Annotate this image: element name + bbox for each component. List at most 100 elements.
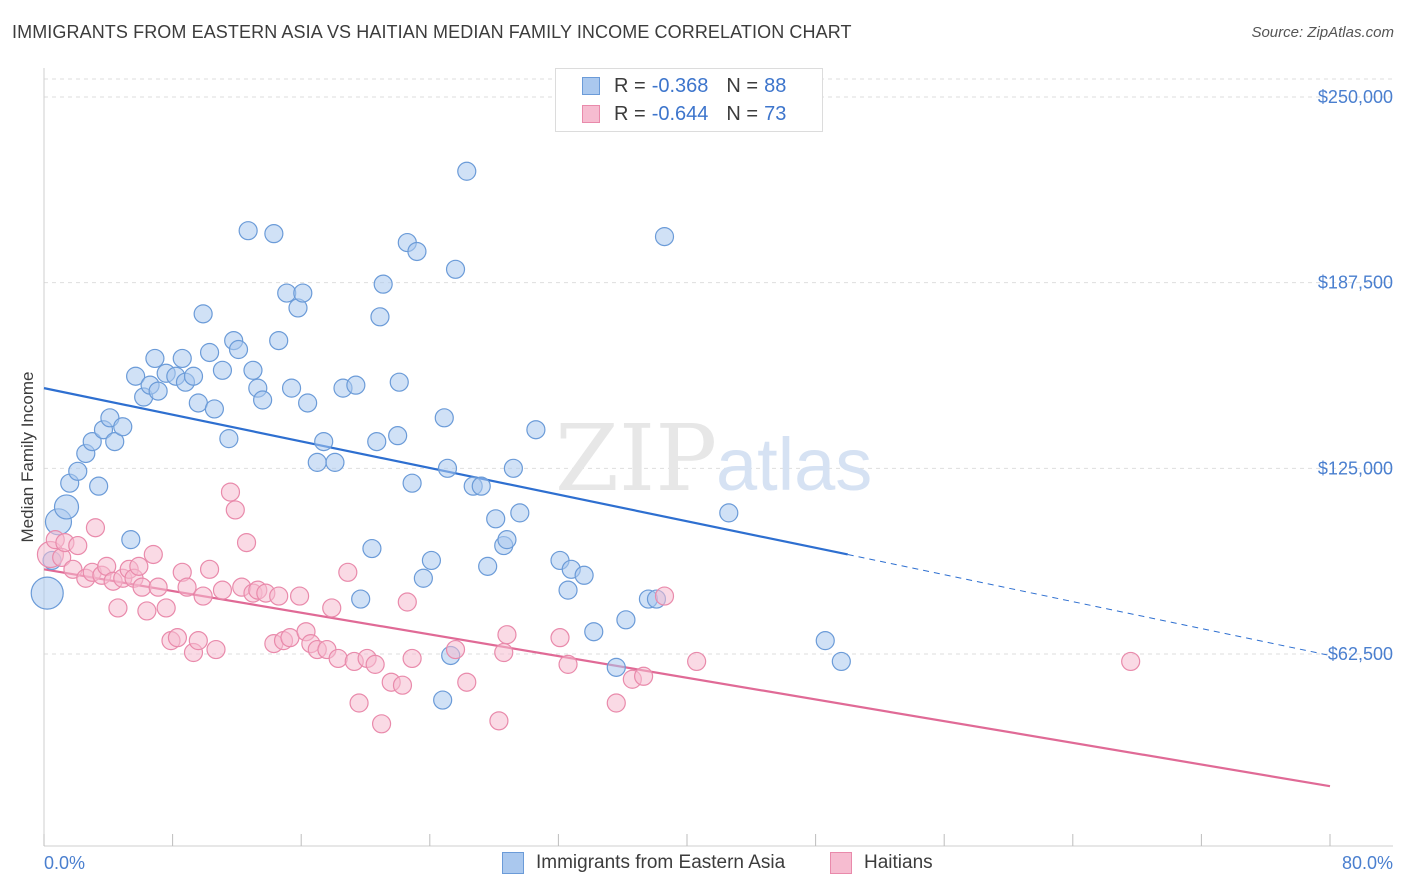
blue-swatch-icon	[582, 77, 600, 95]
data-point-eastern-asia	[389, 372, 409, 392]
data-point-eastern-asia	[434, 408, 454, 428]
source-label: Source: ZipAtlas.com	[1251, 24, 1394, 41]
data-point-haitians	[132, 577, 152, 597]
data-point-eastern-asia	[281, 378, 302, 398]
data-point-eastern-asia	[277, 283, 297, 303]
data-point-haitians	[280, 628, 300, 648]
data-point-haitians	[558, 654, 578, 674]
axes	[43, 68, 1393, 847]
data-point-haitians	[402, 648, 422, 669]
data-point-eastern-asia	[584, 622, 604, 642]
data-point-eastern-asia	[457, 161, 477, 181]
data-point-eastern-asia	[325, 452, 345, 472]
data-point-haitians	[188, 631, 208, 651]
data-point-eastern-asia	[526, 420, 546, 440]
data-point-haitians	[289, 586, 310, 606]
data-point-eastern-asia	[402, 473, 422, 493]
correlation-legend: R = -0.368 N = 88 R = -0.644 N = 73	[555, 68, 823, 132]
data-point-haitians	[497, 625, 517, 645]
data-point-eastern-asia	[815, 631, 835, 651]
data-point-haitians	[148, 577, 168, 597]
trend-line-haitians	[43, 568, 1331, 788]
data-point-haitians	[193, 586, 213, 606]
data-point-haitians	[365, 654, 385, 674]
data-point-eastern-asia	[307, 452, 327, 472]
y-tick-label: $187,500	[1318, 273, 1393, 293]
data-point-eastern-asia	[126, 366, 146, 386]
data-point-eastern-asia	[407, 241, 427, 262]
data-point-eastern-asia	[558, 580, 578, 600]
data-point-haitians	[220, 482, 241, 502]
n-label: N =	[726, 74, 759, 97]
data-point-haitians	[606, 693, 626, 713]
data-point-eastern-asia	[373, 274, 393, 294]
r-value: -0.368	[651, 74, 709, 97]
y-tick-label: $62,500	[1328, 644, 1393, 664]
data-point-eastern-asia	[370, 307, 390, 327]
data-point-eastern-asia	[89, 476, 109, 496]
data-point-eastern-asia	[351, 589, 371, 609]
blue-swatch-icon	[502, 852, 524, 874]
data-point-eastern-asia	[719, 503, 739, 523]
data-point-eastern-asia	[212, 360, 233, 380]
data-point-eastern-asia	[204, 399, 224, 419]
data-point-eastern-asia	[510, 503, 530, 523]
data-point-eastern-asia	[421, 550, 442, 571]
data-point-haitians	[167, 628, 188, 648]
data-point-haitians	[206, 639, 226, 660]
data-point-eastern-asia	[238, 221, 258, 241]
data-point-eastern-asia	[654, 227, 675, 247]
data-point-haitians	[397, 592, 417, 612]
data-point-eastern-asia	[53, 494, 80, 520]
data-point-eastern-asia	[471, 476, 491, 496]
data-point-eastern-asia	[183, 366, 204, 386]
legend-label: Haitians	[864, 852, 933, 873]
data-point-haitians	[489, 711, 509, 731]
data-point-eastern-asia	[269, 330, 289, 351]
data-point-eastern-asia	[68, 461, 88, 481]
data-point-eastern-asia	[433, 690, 453, 710]
r-value: -0.644	[651, 102, 709, 125]
data-point-eastern-asia	[148, 381, 168, 401]
data-point-haitians	[156, 598, 176, 618]
data-point-eastern-asia	[172, 348, 192, 369]
data-point-eastern-asia	[228, 339, 249, 360]
data-point-eastern-asia	[478, 556, 498, 576]
n-value: 88	[764, 74, 787, 97]
watermark-zip: ZIP	[555, 405, 717, 512]
data-point-haitians	[85, 518, 106, 538]
data-point-haitians	[212, 580, 233, 600]
data-point-eastern-asia	[497, 530, 517, 550]
trend-line-eastern-asia-extension	[847, 553, 1331, 656]
r-label: R =	[614, 74, 646, 97]
data-point-haitians	[392, 675, 413, 695]
data-point-eastern-asia	[503, 458, 523, 478]
data-point-haitians	[371, 714, 392, 734]
legend-item-eastern-asia: Immigrants from Eastern Asia	[502, 852, 785, 874]
data-point-haitians	[177, 577, 197, 597]
data-point-eastern-asia	[253, 390, 273, 410]
data-point-eastern-asia	[362, 538, 382, 559]
data-point-haitians	[68, 535, 88, 556]
data-point-eastern-asia	[574, 565, 594, 585]
data-point-haitians	[328, 648, 348, 669]
data-point-haitians	[143, 544, 163, 565]
data-point-eastern-asia	[30, 576, 64, 610]
data-point-haitians	[108, 598, 128, 618]
y-axis-label: Median Family Income	[18, 371, 37, 542]
data-point-haitians	[445, 639, 466, 660]
data-point-haitians	[1121, 651, 1141, 672]
data-point-eastern-asia	[346, 375, 366, 395]
legend-item-haitians: Haitians	[830, 852, 933, 874]
data-point-eastern-asia	[188, 393, 208, 413]
data-point-eastern-asia	[437, 458, 458, 478]
legend-row-eastern-asia: R = -0.368 N = 88	[556, 73, 786, 99]
data-point-haitians	[137, 601, 157, 621]
data-point-haitians	[338, 562, 358, 582]
data-point-eastern-asia	[293, 283, 313, 303]
x-tick-label-max: 80.0%	[1342, 853, 1393, 873]
data-point-eastern-asia	[121, 530, 141, 550]
data-point-eastern-asia	[314, 431, 334, 452]
data-point-haitians	[349, 693, 369, 713]
series-legend: Immigrants from Eastern Asia Haitians	[0, 852, 1406, 878]
